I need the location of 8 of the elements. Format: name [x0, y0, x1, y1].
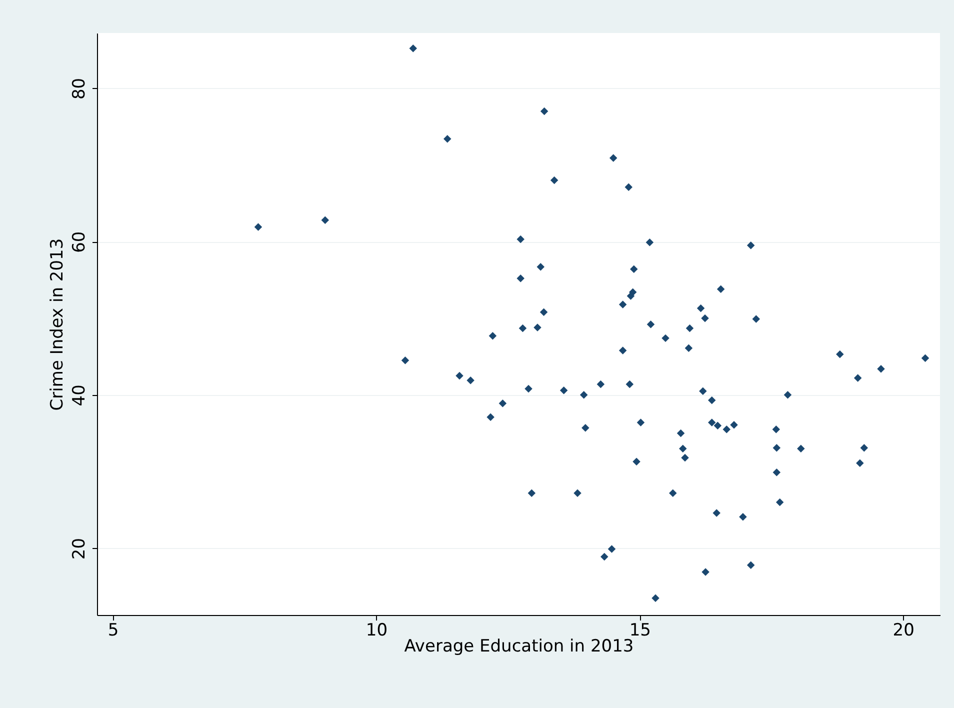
y-axis-title: Crime Index in 2013	[48, 238, 68, 411]
x-tick-label: 5	[108, 620, 119, 640]
x-tick-label: 20	[892, 620, 914, 640]
x-tick-label: 10	[366, 620, 388, 640]
y-tick-label: 60	[70, 231, 90, 253]
y-tick-label: 20	[70, 538, 90, 560]
y-tick-label: 80	[70, 78, 90, 100]
y-tick-label: 40	[70, 384, 90, 406]
